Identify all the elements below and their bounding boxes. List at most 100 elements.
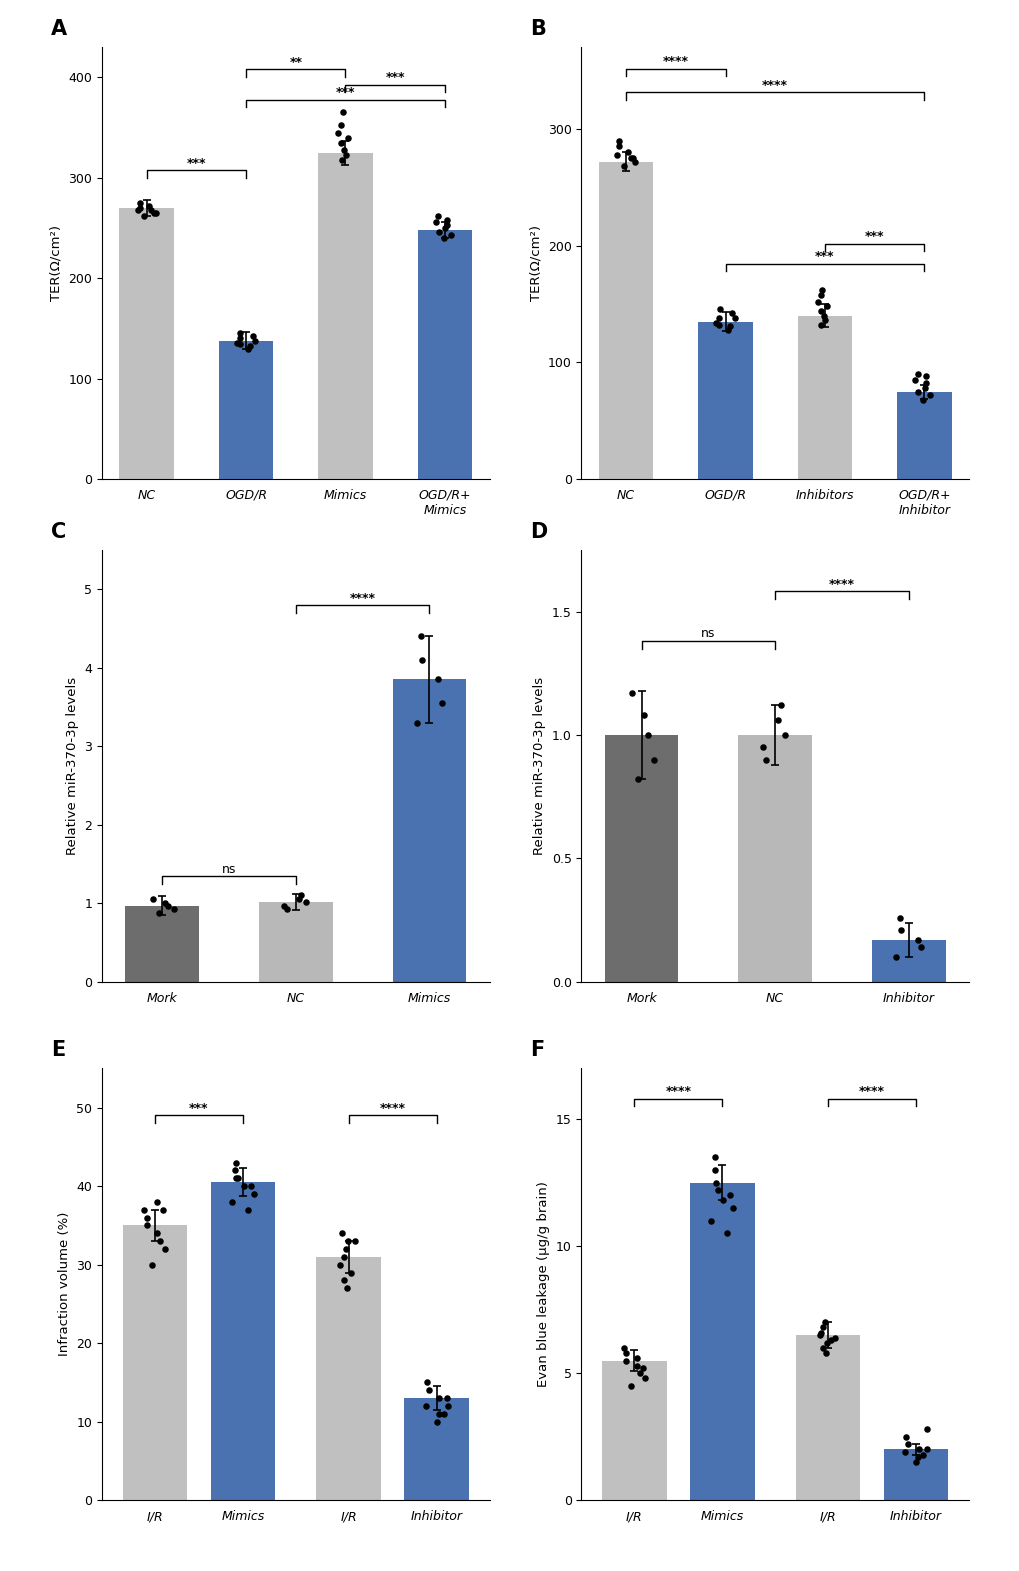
Y-axis label: Relative miR-370-3p levels: Relative miR-370-3p levels <box>533 677 545 855</box>
Y-axis label: Relative miR-370-3p levels: Relative miR-370-3p levels <box>65 677 78 855</box>
Point <box>622 146 638 171</box>
Bar <box>316 1257 380 1500</box>
Text: ****: **** <box>858 1086 884 1098</box>
Point <box>706 1145 722 1170</box>
Point <box>139 1205 155 1230</box>
Point <box>421 1378 437 1403</box>
Point <box>887 944 903 969</box>
Point <box>166 895 182 921</box>
Point <box>146 201 162 226</box>
Point <box>892 905 908 930</box>
Point <box>809 289 825 314</box>
Point <box>149 1221 165 1246</box>
Point <box>917 371 933 396</box>
Point <box>337 141 354 167</box>
Point <box>227 1158 244 1183</box>
Point <box>339 1229 356 1254</box>
Text: F: F <box>530 1040 544 1060</box>
Point <box>892 917 908 943</box>
Point <box>227 1150 244 1175</box>
Point <box>918 1417 934 1442</box>
Point <box>639 723 655 748</box>
Point <box>413 624 429 649</box>
Point <box>278 895 294 921</box>
Point <box>337 1236 354 1262</box>
Point <box>812 313 828 338</box>
Point <box>631 1360 647 1386</box>
Text: ***: *** <box>814 250 834 264</box>
Point <box>332 1252 348 1277</box>
Text: ***: *** <box>864 231 883 244</box>
Bar <box>259 902 332 982</box>
Text: ****: **** <box>662 55 688 68</box>
Point <box>292 883 309 908</box>
Point <box>811 1323 827 1348</box>
Point <box>439 1386 455 1411</box>
Point <box>818 1331 835 1356</box>
Point <box>335 137 352 162</box>
Point <box>771 693 788 718</box>
Text: ****: **** <box>664 1086 691 1098</box>
Point <box>429 1409 445 1434</box>
Point <box>817 1340 834 1365</box>
Text: ****: **** <box>828 578 854 591</box>
Text: ***: *** <box>335 86 355 99</box>
Point <box>144 1252 160 1277</box>
Bar <box>601 1360 665 1500</box>
Point <box>136 203 152 228</box>
Y-axis label: TER(Ω/cm²): TER(Ω/cm²) <box>50 225 63 302</box>
Point <box>334 101 351 126</box>
Point <box>290 886 307 911</box>
Point <box>636 702 652 727</box>
Y-axis label: Evan blue leakage (μg/g brain): Evan blue leakage (μg/g brain) <box>537 1181 549 1387</box>
Text: ***: *** <box>189 1103 209 1115</box>
Point <box>438 207 454 233</box>
Point <box>151 900 167 925</box>
Point <box>430 666 446 691</box>
Point <box>908 1450 924 1475</box>
Text: ****: **** <box>761 79 788 91</box>
Point <box>433 691 449 716</box>
Point <box>814 303 830 328</box>
Point <box>614 154 631 179</box>
Point <box>628 1345 644 1370</box>
Point <box>235 1174 252 1199</box>
Point <box>702 1208 718 1233</box>
Point <box>645 748 661 773</box>
Point <box>710 313 727 338</box>
Point <box>242 333 258 358</box>
Point <box>230 1166 247 1191</box>
Point <box>812 1320 828 1345</box>
Point <box>624 680 640 705</box>
Point <box>145 886 161 911</box>
Point <box>909 379 925 404</box>
Point <box>149 1189 165 1214</box>
Point <box>418 1393 434 1419</box>
Point <box>439 1393 455 1419</box>
Point <box>714 1188 731 1213</box>
Point <box>239 336 256 361</box>
Point <box>435 226 451 251</box>
Bar <box>598 162 653 479</box>
Bar <box>738 735 811 982</box>
Bar <box>883 1450 948 1500</box>
Point <box>330 119 346 145</box>
Bar <box>795 1335 859 1500</box>
Point <box>910 1437 926 1463</box>
Point <box>335 1244 352 1269</box>
Point <box>723 300 740 325</box>
Text: B: B <box>530 19 546 39</box>
Point <box>915 375 931 401</box>
Bar <box>690 1183 754 1500</box>
Point <box>232 320 249 346</box>
Point <box>906 368 922 393</box>
Point <box>430 1401 446 1426</box>
Point <box>231 331 248 357</box>
Point <box>346 1229 363 1254</box>
Bar <box>125 905 199 982</box>
Point <box>438 212 454 237</box>
Point <box>275 892 291 917</box>
Point <box>228 1166 245 1191</box>
Point <box>335 1268 352 1293</box>
Point <box>342 1260 359 1285</box>
